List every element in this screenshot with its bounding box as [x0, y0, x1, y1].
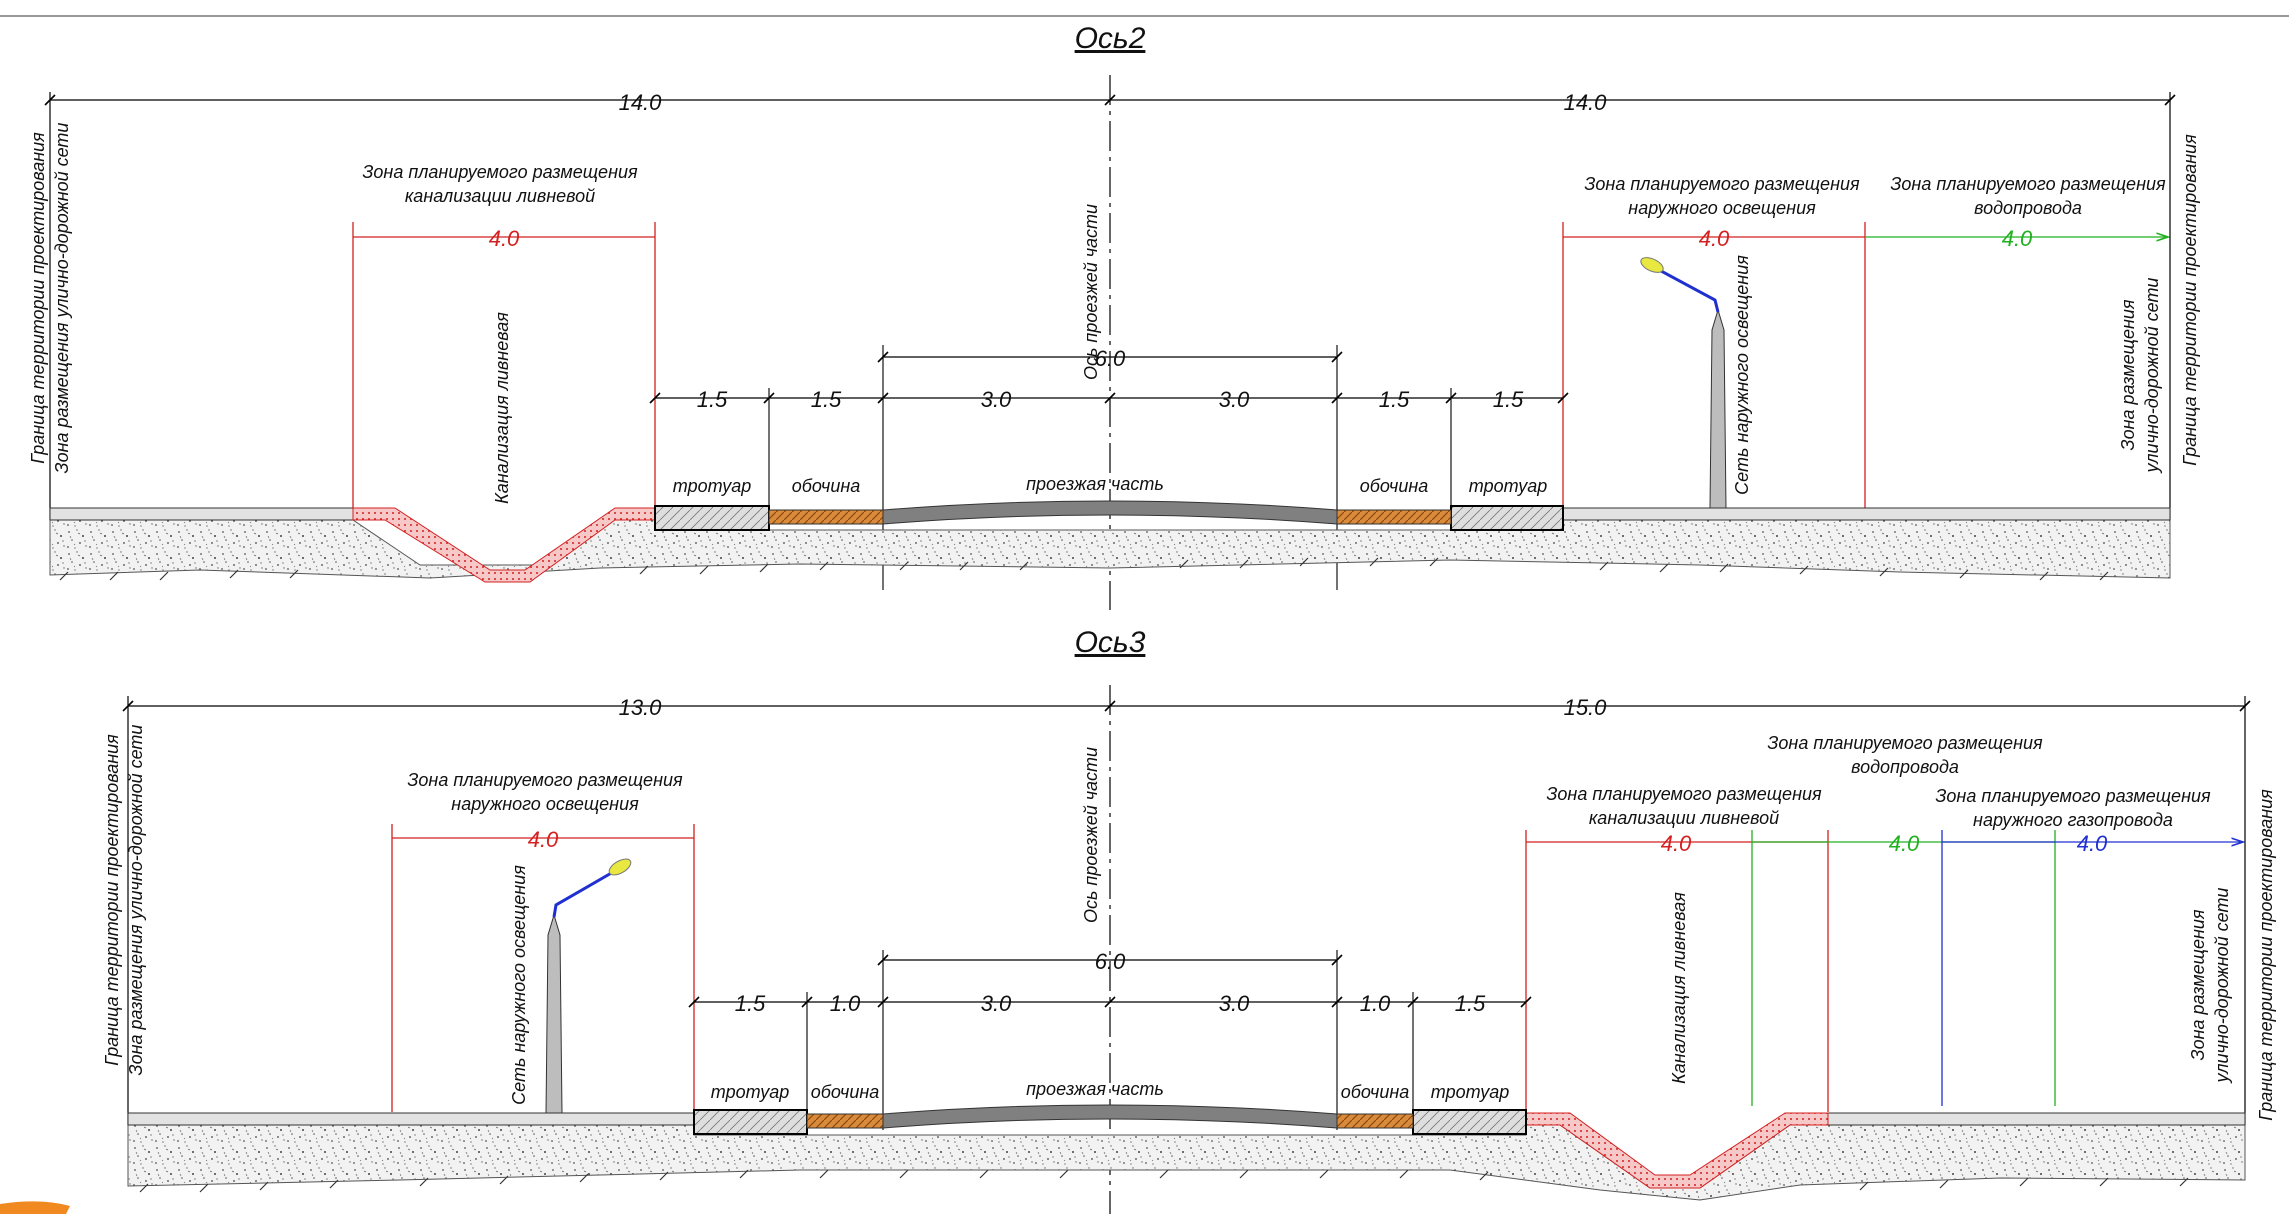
bottom-zone-gas-label-2: наружного газопровода: [1973, 810, 2173, 830]
bottom-label-shoulder-right: обочина: [1341, 1082, 1410, 1102]
top-carriageway-total: 6.0: [1095, 346, 1126, 371]
bottom-storm-sewer-label: Канализация ливневая: [1669, 892, 1689, 1084]
section-top-title: Ось2: [1075, 22, 1146, 55]
top-half-left-dim: 14.0: [619, 90, 663, 115]
bottom-label-sidewalk-left: тротуар: [711, 1082, 789, 1102]
bottom-half-left-dim: 13.0: [619, 695, 663, 720]
bottom-zone-water-label-2: водопровода: [1851, 757, 1959, 777]
top-storm-sewer-label: Канализация ливневая: [492, 312, 512, 504]
top-zone-storm-label-1: Зона планируемого размещения: [362, 162, 638, 182]
section-bottom: Ось3 13.0 15.0 Ось проезжей части Границ…: [102, 626, 2276, 1214]
top-dim-1: 1.5: [697, 387, 728, 412]
top-right-zone-label-1: Зона размещения: [2118, 299, 2138, 450]
top-half-right-dim: 14.0: [1564, 90, 1608, 115]
bottom-dim-5: 1.0: [1360, 991, 1391, 1016]
bottom-zone-light-width: 4.0: [528, 827, 559, 852]
top-dim-2: 1.5: [811, 387, 842, 412]
bottom-label-sidewalk-right: тротуар: [1431, 1082, 1509, 1102]
top-right-zone-label-2: улично-дорожной сети: [2142, 278, 2162, 475]
bottom-zone-light-label-2: наружного освещения: [451, 794, 639, 814]
top-zone-water-label-1: Зона планируемого размещения: [1890, 174, 2166, 194]
bottom-zone-gas-width: 4.0: [2077, 831, 2108, 856]
top-label-shoulder-left: обочина: [792, 476, 861, 496]
bottom-ditch: [1525, 1112, 1829, 1189]
top-zone-light-label-2: наружного освещения: [1628, 198, 1816, 218]
top-dim-4: 3.0: [1219, 387, 1250, 412]
top-lighting-network-label: Сеть наружного освещения: [1732, 255, 1752, 495]
top-label-sidewalk-left: тротуар: [673, 476, 751, 496]
top-dim-5: 1.5: [1379, 387, 1410, 412]
bottom-label-carriageway: проезжая часть: [1026, 1079, 1164, 1099]
top-left-boundary-label-2: Зона размещения улично-дорожной сети: [52, 123, 72, 474]
corner-decoration: [0, 1201, 70, 1214]
bottom-lamp-post-icon: [545, 858, 632, 1114]
top-zone-light-label-1: Зона планируемого размещения: [1584, 174, 1860, 194]
top-zone-water-width: 4.0: [2002, 226, 2033, 251]
top-label-sidewalk-right: тротуар: [1469, 476, 1547, 496]
top-zone-light-width: 4.0: [1699, 226, 1730, 251]
top-carriageway: [882, 500, 1338, 525]
top-zone-storm-label-2: канализации ливневой: [405, 186, 595, 206]
bottom-left-boundary-label-1: Граница территории проектирования: [102, 734, 122, 1066]
bottom-ground: [127, 1124, 2246, 1201]
bottom-lighting-network-label: Сеть наружного освещения: [509, 865, 529, 1105]
bottom-carriageway: [882, 1104, 1338, 1129]
bottom-axis-label: Ось проезжей части: [1081, 747, 1101, 923]
bottom-zone-storm-width: 4.0: [1661, 831, 1692, 856]
section-bottom-title: Ось3: [1075, 626, 1146, 659]
bottom-half-right-dim: 15.0: [1564, 695, 1608, 720]
bottom-label-shoulder-left: обочина: [811, 1082, 880, 1102]
top-label-shoulder-right: обочина: [1360, 476, 1429, 496]
bottom-right-zone-label-2: улично-дорожной сети: [2212, 888, 2232, 1085]
top-zone-storm-width: 4.0: [489, 226, 520, 251]
bottom-right-zone-label-1: Зона размещения: [2188, 909, 2208, 1060]
bottom-zone-storm-label-1: Зона планируемого размещения: [1546, 784, 1822, 804]
bottom-dim-3: 3.0: [981, 991, 1012, 1016]
top-label-carriageway: проезжая часть: [1026, 474, 1164, 494]
bottom-zone-storm-label-2: канализации ливневой: [1589, 808, 1779, 828]
top-dim-6: 1.5: [1493, 387, 1524, 412]
section-top: Ось2 14.0 14.0 Ось проезжей части Границ…: [28, 22, 2200, 610]
bottom-carriageway-total: 6.0: [1095, 949, 1126, 974]
bottom-zone-water-label-1: Зона планируемого размещения: [1767, 733, 2043, 753]
top-zone-water-label-2: водопровода: [1974, 198, 2082, 218]
bottom-dim-4: 3.0: [1219, 991, 1250, 1016]
top-left-boundary-label-1: Граница территории проектирования: [28, 132, 48, 464]
bottom-zone-water-width: 4.0: [1889, 831, 1920, 856]
top-lamp-post-icon: [1640, 257, 1727, 509]
bottom-left-boundary-label-2: Зона размещения улично-дорожной сети: [126, 725, 146, 1076]
bottom-right-boundary-label: Граница территории проектирования: [2256, 789, 2276, 1121]
bottom-dim-6: 1.5: [1455, 991, 1486, 1016]
bottom-dim-2: 1.0: [830, 991, 861, 1016]
bottom-zone-light-label-1: Зона планируемого размещения: [407, 770, 683, 790]
top-right-boundary-label: Граница территории проектирования: [2180, 134, 2200, 466]
bottom-dim-1: 1.5: [735, 991, 766, 1016]
top-axis-label: Ось проезжей части: [1081, 204, 1101, 380]
bottom-zone-gas-label-1: Зона планируемого размещения: [1935, 786, 2211, 806]
top-dim-3: 3.0: [981, 387, 1012, 412]
